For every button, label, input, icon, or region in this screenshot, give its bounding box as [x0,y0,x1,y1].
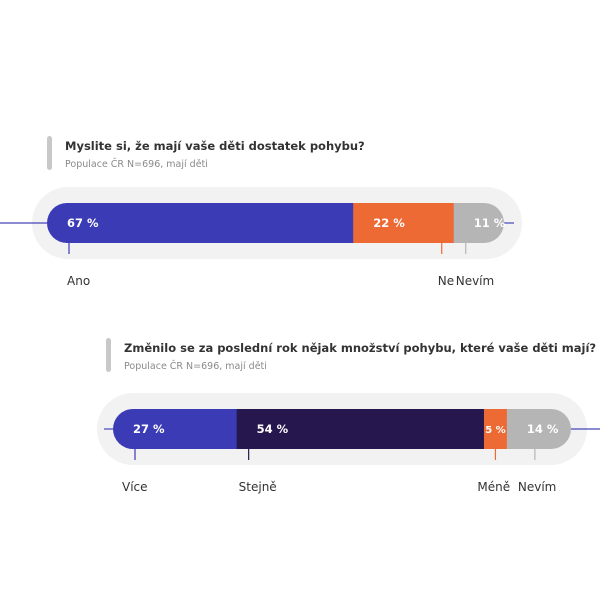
bar-segment-méně [483,409,508,449]
chart-2-header: Změnilo se za poslední rok nějak množstv… [106,338,596,372]
bar-segment-ne [353,203,455,243]
category-label-nevím: Nevím [456,274,494,288]
category-label-méně: Méně [477,480,510,494]
chart-1-title-marker [47,136,52,170]
data-label: 5 % [485,425,505,436]
category-label-více: Více [122,480,148,494]
category-label-stejně: Stejně [239,480,277,494]
chart-2-subtitle: Populace ČR N=696, mají děti [124,360,267,372]
chart-1-title: Myslite si, že mají vaše děti dostatek p… [65,139,365,153]
data-label: 67 % [67,216,99,230]
data-label: 22 % [373,216,405,230]
bar-segment-stejně [236,409,485,449]
chart-2-bar-group: 27 % 54 % 5 % 14 % Více Stejně Méně Nevím [97,393,600,494]
category-label-ne: Ne [438,274,454,288]
chart-1-header: Myslite si, že mají vaše děti dostatek p… [47,136,365,170]
data-label: 54 % [257,422,289,436]
data-label: 27 % [133,422,165,436]
data-label: 11 % [474,216,506,230]
category-label-nevím: Nevím [518,480,556,494]
chart-1-bar-group: 67 % 22 % 11 % Ano Ne Nevím [0,187,522,288]
chart-2-title-marker [106,338,111,372]
bar-segment-nevím [453,203,504,243]
bar-segment-ano [47,203,354,243]
data-label: 14 % [527,422,559,436]
bar-segment-více [113,409,238,449]
bar-segments [47,203,504,243]
chart-1-subtitle: Populace ČR N=696, mají děti [65,158,208,170]
category-label-ano: Ano [67,274,90,288]
bar-segment-nevím [506,409,571,449]
bar-segments [113,409,571,449]
chart-2-title: Změnilo se za poslední rok nějak množstv… [124,341,596,355]
